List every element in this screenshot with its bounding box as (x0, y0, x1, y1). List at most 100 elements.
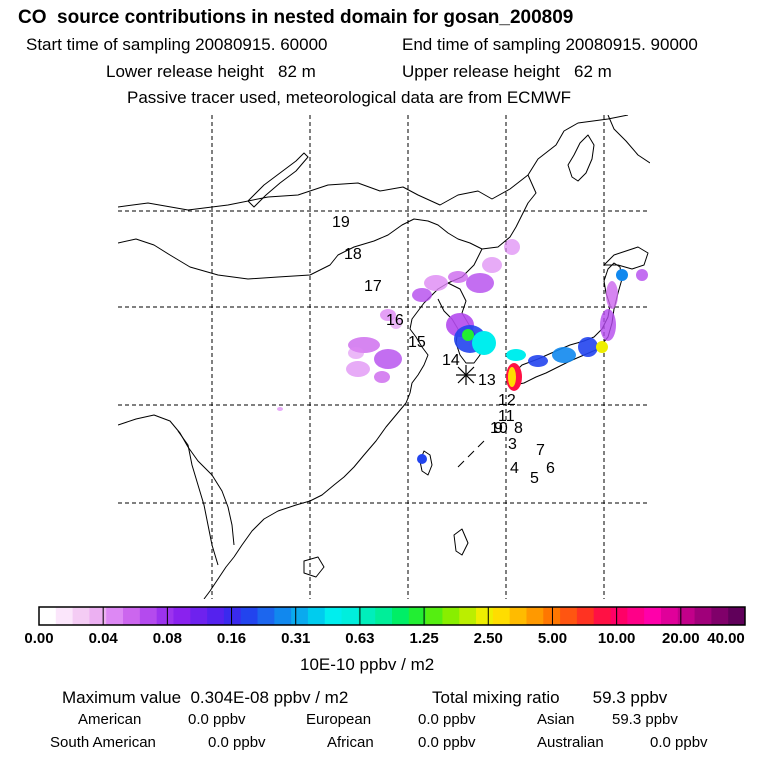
plume-patch (374, 371, 390, 383)
colorbar-swatch (408, 607, 427, 625)
colorbar-swatch (274, 607, 292, 625)
colorbar-tick-label: 0.31 (281, 630, 311, 647)
colorbar-tick-label: 10.00 (597, 630, 636, 647)
trajectory-label: 12 (498, 392, 516, 409)
coast-sakhalin (567, 134, 595, 182)
trajectory-label: 19 (332, 214, 350, 231)
colorbar-unit: 10E-10 ppbv / m2 (300, 655, 435, 674)
south-american-label: South American (50, 734, 156, 751)
colorbar-swatch (610, 607, 628, 625)
colorbar-swatch (123, 607, 141, 625)
colorbar-swatch (560, 607, 578, 625)
american-label: American (78, 711, 142, 728)
max-value: Maximum value 0.304E-08 ppbv / m2 (62, 688, 349, 707)
australian-label: Australian (537, 734, 604, 751)
trajectory-label: 10 (490, 420, 508, 437)
trajectory-label: 14 (442, 352, 460, 369)
colorbar-swatch (55, 607, 74, 625)
colorbar-swatch (223, 607, 242, 625)
colorbar-swatch (677, 607, 696, 625)
colorbar-swatch (106, 607, 124, 625)
colorbar-swatch (543, 607, 561, 625)
start-time-label: Start time of sampling 20080915. 60000 (26, 35, 328, 54)
plume-patch (466, 273, 494, 293)
upper-release-height: Upper release height 62 m (402, 62, 612, 81)
plume-patch (600, 309, 616, 341)
colorbar-swatch (190, 607, 208, 625)
trajectory-label: 8 (514, 420, 523, 437)
border-myanmar (177, 430, 219, 566)
colorbar-swatch (307, 607, 326, 625)
colorbar-swatch (324, 607, 343, 625)
trajectory-label: 11 (498, 408, 515, 425)
colorbar (38, 606, 746, 626)
trajectory-label: 18 (344, 246, 362, 263)
trajectory-label: 6 (546, 460, 555, 477)
african-value: 0.0 ppbv (418, 734, 476, 751)
colorbar-swatch (240, 607, 259, 625)
colorbar-swatch (492, 607, 511, 625)
plume-patch (482, 257, 502, 273)
end-time-label: End time of sampling 20080915. 90000 (402, 35, 698, 54)
plume-patch (390, 317, 402, 329)
colorbar-swatch (358, 607, 376, 625)
colorbar-tick-label: 0.63 (345, 630, 375, 647)
page-title: CO source contributions in nested domain… (18, 7, 574, 28)
plume-patch (424, 275, 448, 291)
colorbar-swatch (291, 607, 309, 625)
trajectory-label: 17 (364, 278, 382, 295)
asian-value: 59.3 ppbv (612, 711, 678, 728)
trajectory-label: 13 (478, 372, 496, 389)
border-russia-mongolia (118, 115, 629, 211)
trajectory-label: 15 (408, 334, 426, 351)
colorbar-outline (38, 606, 746, 626)
plume-patch (508, 367, 516, 387)
concentration-field (277, 239, 648, 464)
colorbar-swatch (72, 607, 90, 625)
trajectory-label: 9 (494, 420, 503, 437)
border-southwest (118, 414, 235, 546)
total-mixing-ratio: Total mixing ratio 59.3 ppbv (432, 688, 668, 707)
tracer-note: Passive tracer used, meteorological data… (127, 88, 572, 107)
colorbar-swatch (207, 607, 225, 625)
coast-russia-far-east (607, 115, 650, 164)
trajectory-label: 5 (530, 470, 539, 487)
european-value: 0.0 ppbv (418, 711, 476, 728)
plume-patch (506, 349, 526, 361)
european-label: European (306, 711, 372, 728)
colorbar-swatch (644, 607, 662, 625)
plume-patch (380, 309, 396, 321)
plume-patch (596, 341, 608, 353)
colorbar-swatch (660, 607, 679, 625)
american-value: 0.0 ppbv (188, 711, 246, 728)
plume-patch (417, 454, 427, 464)
colorbar-tick-label: 5.00 (537, 630, 568, 647)
colorbar-swatch (341, 607, 359, 625)
plume-patch (616, 269, 628, 281)
colorbar-tick-label: 40.00 (707, 630, 745, 647)
map-gridlines (118, 115, 650, 599)
lower-release-height: Lower release height 82 m (106, 62, 316, 81)
colorbar-swatch (442, 607, 460, 625)
plume-patch (504, 239, 520, 255)
trajectory-label: 16 (386, 312, 404, 329)
coast-philippines (453, 528, 469, 556)
colorbar-swatch (576, 607, 595, 625)
plume-patch (277, 407, 283, 411)
plume-patch (346, 361, 370, 377)
colorbar-swatch (39, 607, 57, 625)
plume-patch (578, 337, 598, 357)
trajectory-label: 7 (536, 442, 545, 459)
colorbar-tick-label: 0.04 (88, 630, 118, 647)
colorbar-swatch (173, 607, 191, 625)
asian-label: Asian (537, 711, 575, 728)
african-label: African (327, 734, 374, 751)
coast-hainan (303, 556, 325, 578)
plume-patch (528, 355, 548, 367)
plume-patch (412, 288, 432, 302)
south-american-value: 0.0 ppbv (208, 734, 266, 751)
colorbar-swatch (392, 607, 410, 625)
australian-value: 0.0 ppbv (650, 734, 708, 751)
